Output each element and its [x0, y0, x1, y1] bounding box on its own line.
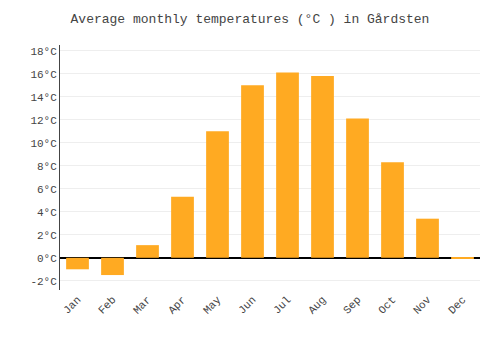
svg-text:18°C: 18°C — [30, 46, 57, 58]
svg-text:12°C: 12°C — [30, 115, 57, 127]
svg-text:0°C: 0°C — [37, 253, 57, 265]
svg-text:Jun: Jun — [236, 294, 258, 316]
svg-text:Dec: Dec — [446, 294, 468, 316]
svg-text:-2°C: -2°C — [30, 276, 57, 288]
svg-text:Apr: Apr — [166, 294, 188, 316]
svg-text:8°C: 8°C — [37, 161, 57, 173]
svg-text:10°C: 10°C — [30, 138, 57, 150]
svg-text:16°C: 16°C — [30, 69, 57, 81]
svg-text:2°C: 2°C — [37, 230, 57, 242]
svg-text:6°C: 6°C — [37, 184, 57, 196]
svg-text:Jan: Jan — [61, 294, 83, 316]
svg-text:14°C: 14°C — [30, 92, 57, 104]
svg-text:Average monthly temperatures (: Average monthly temperatures (°C ) in Gå… — [71, 12, 430, 27]
svg-text:Aug: Aug — [306, 294, 328, 316]
svg-text:Mar: Mar — [131, 294, 153, 316]
svg-text:Feb: Feb — [96, 294, 118, 316]
svg-text:Oct: Oct — [376, 294, 398, 316]
svg-text:May: May — [201, 294, 224, 317]
svg-text:Sep: Sep — [341, 294, 363, 316]
svg-text:Jul: Jul — [271, 294, 293, 316]
svg-text:Nov: Nov — [411, 294, 434, 317]
svg-text:4°C: 4°C — [37, 207, 57, 219]
